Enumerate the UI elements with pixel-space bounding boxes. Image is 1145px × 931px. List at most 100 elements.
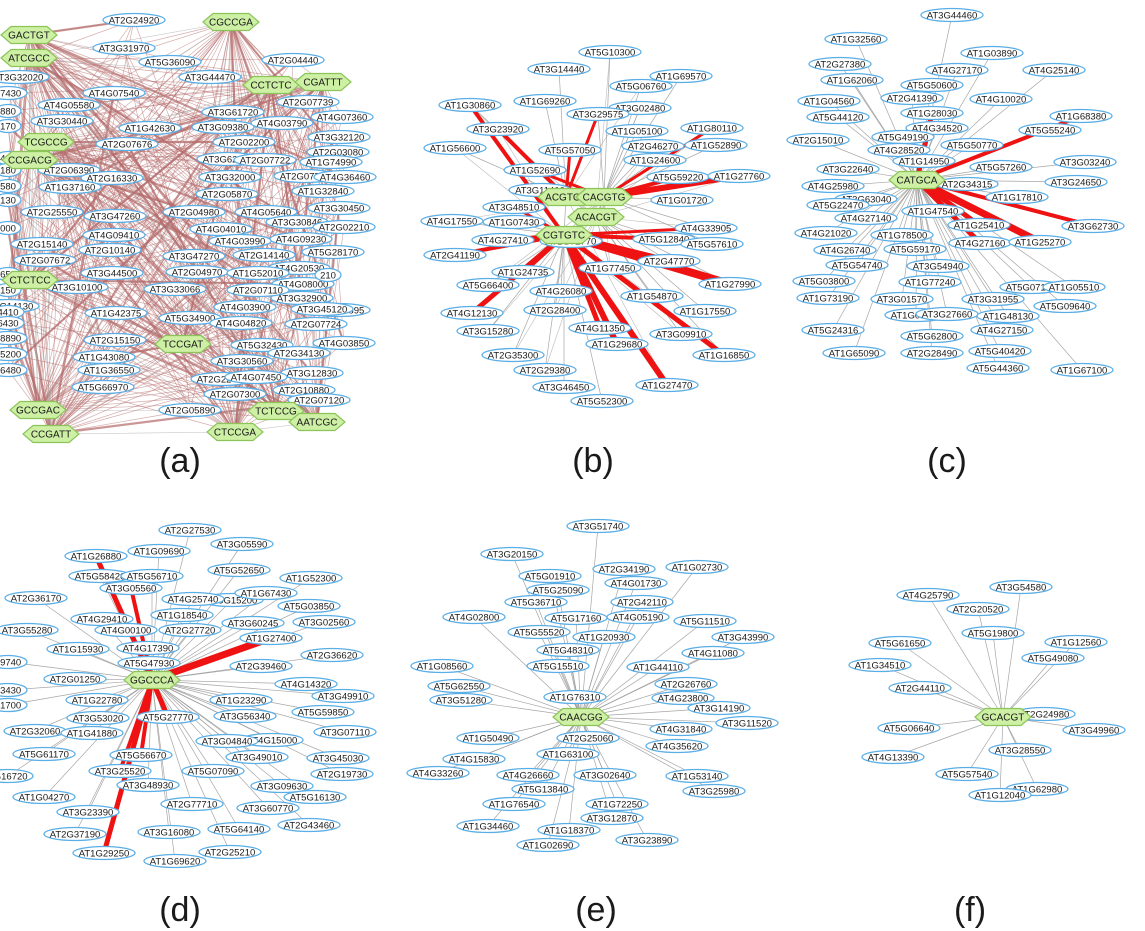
gene-label: AT5G06760	[616, 81, 667, 92]
gene-node-shape	[213, 299, 277, 315]
gene-node-shape	[637, 253, 701, 269]
gene-node-shape	[968, 343, 1032, 359]
gene-node-shape	[900, 328, 964, 344]
gene-label: AT1G44110	[633, 662, 683, 673]
gene-node-shape	[1050, 362, 1114, 378]
gene-node-shape	[654, 676, 718, 692]
gene-node-shape	[224, 369, 288, 385]
gene-label: AT1G42375	[91, 308, 142, 319]
network-panel-f: AT4G25790 AT3G54580 AT2G20520 AT5G19800 AT5G…	[848, 579, 1126, 803]
gene-node: AT3G20150	[480, 546, 544, 562]
gene-node: 210	[314, 267, 342, 283]
gene-node: 08890	[0, 330, 28, 346]
gene-label: AT5G62800	[907, 331, 958, 342]
gene-label: AT3G47270	[169, 251, 220, 262]
gene-label: AT4G28520	[874, 145, 925, 156]
gene-node-shape	[532, 379, 596, 395]
gene-node-shape	[158, 522, 222, 538]
gene-node-shape	[12, 746, 76, 762]
network-edge	[37, 59, 294, 411]
gene-label: AT5G40420	[975, 346, 1026, 357]
gene-label: AT1G52010	[233, 268, 284, 279]
gene-label: AT1G03880	[891, 310, 942, 321]
network-edge	[151, 679, 283, 787]
gene-label: AT1G03890	[967, 48, 1018, 59]
gene-label: AT1G29680	[592, 339, 643, 350]
motif-label: CCGATT	[31, 430, 71, 441]
gene-node-shape	[181, 763, 245, 779]
gene-node: AT2G15140	[10, 236, 74, 252]
gene-node-shape	[210, 536, 274, 552]
gene-label: AT1G20930	[579, 632, 630, 643]
gene-node-shape	[1018, 122, 1082, 138]
gene-node: AT5G50770	[940, 137, 1004, 153]
gene-node-shape	[290, 301, 354, 317]
gene-node-shape	[226, 282, 290, 298]
gene-label: AT2G04970	[172, 267, 223, 278]
gene-label: AT3G12830	[287, 368, 338, 379]
gene-label: AT4G27170	[932, 65, 983, 76]
gene-node: AT5G36710	[504, 594, 568, 610]
gene-node: AT3G14190	[687, 700, 751, 716]
network-edge	[580, 566, 698, 718]
gene-node-shape	[968, 787, 1032, 803]
gene-node: AT3G30440	[30, 113, 94, 129]
gene-node: AT5G57260	[969, 159, 1033, 175]
gene-node-shape	[682, 783, 746, 799]
gene-node-shape	[687, 700, 751, 716]
network-edge	[27, 33, 347, 179]
gene-label: AT1G04270	[19, 792, 70, 803]
gene-node: AT4G05190	[606, 609, 670, 625]
gene-node: AT3G49010	[225, 749, 289, 765]
network-edge	[966, 716, 1004, 775]
gene-label: AT5G44120	[813, 112, 864, 123]
gene-label: AT5G25090	[533, 585, 584, 596]
motif-label: CTCCGA	[214, 428, 257, 439]
gene-label: AT1G01720	[657, 195, 708, 206]
network-edge	[1002, 657, 1054, 718]
gene-label: AT1G02730	[672, 562, 723, 573]
gene-label: AT2G29380	[520, 365, 571, 376]
gene-label: AT2G05870	[202, 189, 253, 200]
gene-node-shape	[570, 393, 634, 409]
gene-node-shape	[207, 562, 271, 578]
gene-label: AT1G04560	[804, 96, 855, 107]
gene-label: AT1G77450	[585, 263, 636, 274]
gene-node: AT4G03990	[208, 233, 272, 249]
gene-node-shape	[481, 347, 545, 363]
gene-label: AT1G67430	[241, 588, 292, 599]
gene-node: AT1G62060	[820, 72, 884, 88]
gene-label: 130	[0, 195, 16, 206]
gene-node-shape	[158, 402, 222, 418]
gene-node: AT5G48310	[536, 642, 600, 658]
gene-node: AT3G55280	[0, 622, 59, 638]
gene-label: AT1G43080	[79, 352, 130, 363]
gene-label: AT3G04840	[202, 736, 253, 747]
gene-node-shape	[1044, 634, 1108, 650]
gene-label: AT2G10880	[279, 385, 330, 396]
gene-label: AT3G15280	[463, 326, 514, 337]
gene-node: AT3G60770	[236, 800, 300, 816]
network-edge	[563, 234, 603, 402]
gene-label: AT2G07110	[233, 285, 283, 296]
gene-node: AT4G09230	[269, 231, 333, 247]
gene-node-shape	[969, 91, 1033, 107]
gene-node-shape	[578, 260, 642, 276]
panel-c-caption: (c)	[927, 442, 967, 480]
gene-label: AT3G09630	[257, 781, 308, 792]
gene-node-shape	[880, 90, 944, 106]
gene-label: AT3G43990	[718, 632, 769, 643]
gene-label: AT1G63100	[543, 749, 594, 760]
gene-label: AT3G45120	[297, 304, 348, 315]
gene-node: AT3G51280	[429, 692, 493, 708]
gene-node-shape	[311, 688, 375, 704]
gene-node-shape	[673, 613, 737, 629]
gene-node-shape	[310, 766, 374, 782]
gene-node: AT1G29250	[72, 845, 136, 861]
gene-node: AT4G33905	[674, 220, 738, 236]
gene-node: AT1G23290	[209, 692, 273, 708]
gene-node-shape	[137, 824, 201, 840]
gene-node-shape	[429, 692, 493, 708]
gene-node: AT3G32020	[0, 69, 50, 85]
gene-label: AT1G42630	[125, 123, 176, 134]
